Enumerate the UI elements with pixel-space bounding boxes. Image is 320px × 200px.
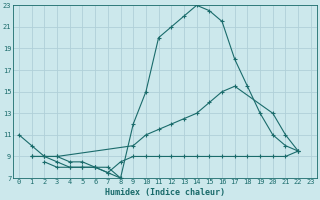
X-axis label: Humidex (Indice chaleur): Humidex (Indice chaleur) <box>105 188 225 197</box>
